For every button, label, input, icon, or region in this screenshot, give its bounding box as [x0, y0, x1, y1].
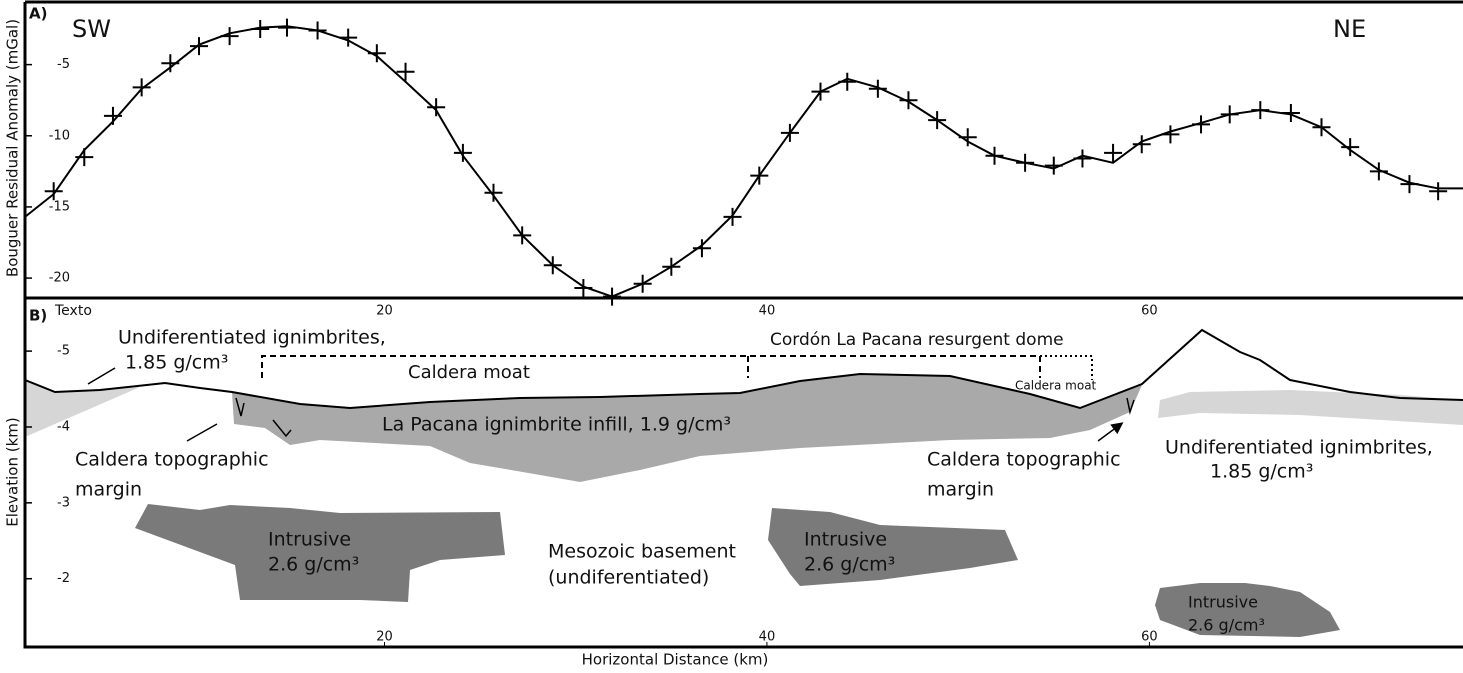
annotation: 2.6 g/cm³ — [804, 554, 895, 576]
observed-point — [1341, 138, 1360, 157]
direction-label: NE — [1333, 15, 1366, 43]
observed-point — [396, 62, 415, 81]
y-tick-label: -5 — [57, 344, 70, 359]
ignimbrite-left — [25, 381, 140, 437]
y-tick-label: -4 — [57, 419, 70, 434]
annotation: Caldera moat — [408, 362, 530, 383]
x-axis-label: Horizontal Distance (km) — [582, 651, 769, 669]
annotation: Caldera topographic — [75, 449, 269, 471]
y-axis-label: Bouguer Residual Anomaly (mGal) — [4, 19, 22, 277]
annotation: Texto — [54, 303, 92, 319]
x-tick-label: 20 — [376, 304, 393, 319]
annotation: margin — [75, 479, 142, 501]
observed-point — [1104, 143, 1123, 162]
annotations: Undiferentiated ignimbrites, 1.85 g/cm³ … — [54, 303, 1433, 635]
y-tick-label: -2 — [57, 571, 70, 586]
annotation: La Pacana ignimbrite infill, 1.9 g/cm³ — [382, 414, 731, 436]
x-tick-label: 40 — [759, 630, 776, 645]
annotation: 2.6 g/cm³ — [1188, 616, 1265, 635]
x-tick-label: 20 — [376, 630, 393, 645]
annotation: 1.85 g/cm³ — [1210, 461, 1313, 483]
frame — [23, 0, 1463, 649]
arrow — [87, 367, 1121, 442]
y-tick-label: -15 — [49, 199, 70, 214]
y-tick-label: -3 — [57, 495, 70, 510]
observed-point — [1429, 182, 1448, 201]
topography — [24, 328, 1463, 410]
moat-bracket-small — [1040, 355, 1093, 380]
direction-label: SW — [72, 15, 111, 43]
observed-point — [1132, 135, 1151, 154]
observed-point — [899, 91, 918, 110]
observed-point — [484, 183, 503, 202]
observed-point — [453, 143, 472, 162]
annotation: Caldera moat — [1015, 379, 1097, 393]
annotation: Undiferentiated ignimbrites, — [1165, 437, 1433, 459]
y-tick-label: -20 — [49, 271, 70, 286]
observed-point — [868, 79, 887, 98]
intrusive — [135, 504, 505, 602]
observed-point — [427, 98, 446, 117]
y-tick-label: -10 — [49, 128, 70, 143]
calculated-line — [24, 25, 1463, 298]
observed-point — [723, 207, 742, 226]
x-tick-label: 40 — [759, 304, 776, 319]
annotation: margin — [927, 479, 994, 501]
y-axis-label: Elevation (km) — [4, 417, 22, 526]
annotation: Undiferentiated ignimbrites, — [118, 327, 386, 349]
annotation: Intrusive — [804, 529, 887, 551]
panel-label: A) — [29, 5, 47, 23]
annotation: (undiferentiated) — [548, 567, 709, 589]
x-tick-label: 60 — [1141, 304, 1158, 319]
y-tick-label: -5 — [57, 57, 70, 72]
annotation: Intrusive — [268, 529, 351, 551]
observed-point — [44, 182, 63, 201]
ignimbrite-right — [1158, 390, 1463, 425]
observed-point — [132, 78, 151, 97]
annotation: 1.85 g/cm³ — [125, 352, 228, 374]
intrusive — [768, 508, 1018, 586]
observed-point — [1369, 162, 1388, 181]
panel-label: B) — [29, 307, 47, 325]
annotation: 2.6 g/cm³ — [268, 554, 359, 576]
annotation: Caldera topographic — [927, 449, 1121, 471]
moat-bracket — [261, 355, 1041, 378]
observed-point — [692, 239, 711, 258]
x-tick-label: 60 — [1141, 630, 1158, 645]
observed-point — [190, 37, 209, 56]
annotation: Cordón La Pacana resurgent dome — [770, 330, 1064, 350]
annotation: Intrusive — [1188, 593, 1258, 612]
fault-marks — [235, 397, 1135, 438]
intrusive — [1155, 583, 1340, 637]
annotation: Mesozoic basement — [548, 541, 736, 563]
